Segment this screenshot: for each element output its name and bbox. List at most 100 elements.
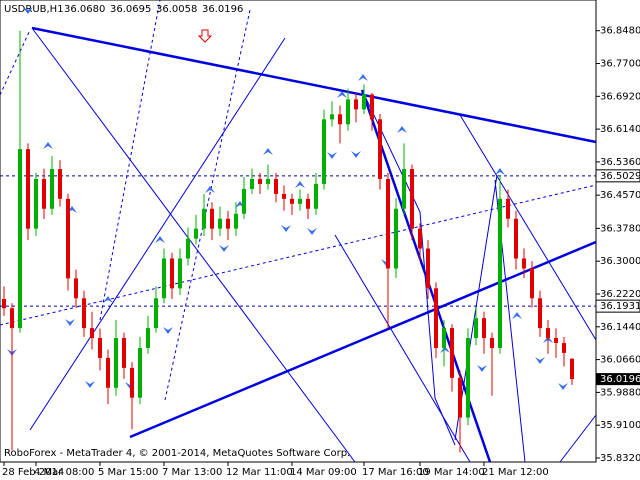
trend-line [129,240,597,439]
header-symbol: USDRUB,H1 [4,4,64,15]
candle-body [514,218,518,259]
footer: RoboForex - MetaTrader 4, © 2001-2014, M… [4,448,350,459]
current-price-tag [596,373,640,386]
y-tick-label: 36.6140 [600,124,640,135]
candle-body [42,178,46,209]
signal-marker [295,181,305,188]
x-tick-label: 12 Mar 11:00 [226,467,293,478]
candle-body [234,213,238,229]
candle-body [506,198,510,219]
candle-body [450,328,454,378]
current-price-label: 36.0196 [600,374,640,385]
candle-body [498,198,502,348]
trend-line [459,114,597,341]
candle-body [242,188,246,214]
candle-body [554,338,558,344]
signal-marker [103,296,113,303]
x-tick-label: 14 Mar 09:00 [290,467,357,478]
candle-body [146,328,150,348]
candle-body [354,99,358,110]
candle-body [258,178,262,184]
header-high: 36.0695 [110,4,151,15]
x-tick-label: 4 Mar 08:00 [34,467,94,478]
trend-line [164,9,251,401]
y-tick-label: 36.5360 [600,157,640,168]
candle-body [74,278,78,299]
candle-body [122,338,126,368]
candle-body [130,367,134,398]
candle-body [538,298,542,329]
signal-marker [440,346,450,353]
signal-marker [65,319,75,326]
candles [2,30,574,453]
candle-body [266,178,270,184]
level-tag-label: 36.5029 [600,171,640,182]
candle-body [474,318,478,339]
candle-body [282,193,286,199]
candle-body [210,208,214,229]
y-tick-label: 35.8320 [600,453,640,464]
candle-body [426,248,430,289]
header-open: 36.0680 [64,4,105,15]
signal-marker [43,142,53,149]
y-tick-label: 36.2220 [600,289,640,300]
y-tick-label: 35.9100 [600,420,640,431]
signal-marker [337,91,347,98]
trend-line [334,234,471,463]
candle-body [226,218,230,229]
signal-marker [155,236,165,243]
signal-marker [263,148,273,155]
candle-body [378,119,382,179]
candle-body [466,338,470,418]
candle-body [154,298,158,329]
signal-marker [163,327,173,334]
trend-line [559,414,597,463]
x-tick-label: 28 Feb 2014 [2,467,64,478]
candle-body [98,338,102,358]
candle-body [274,178,278,194]
trend-line [0,184,597,326]
level-tag [595,169,640,183]
signal-marker [351,151,361,158]
y-tick-label: 35.9880 [600,387,640,398]
candle-body [82,298,86,329]
y-tick-label: 36.7700 [600,59,640,70]
signal-marker [85,381,95,388]
y-tick-label: 36.0660 [600,355,640,366]
y-tick-label: 36.6920 [600,91,640,102]
signal-marker [23,7,33,14]
candle-body [34,178,38,229]
signal-marker [535,357,545,364]
signal-marker [512,312,522,319]
signal-marker [358,74,368,81]
header-low: 36.0058 [156,4,197,15]
candle-body [442,328,446,348]
trend-lines [0,0,597,463]
signal-marker [327,152,337,159]
trend-line [31,26,597,144]
candle-body [90,328,94,339]
y-tick-label: 36.4570 [600,190,640,201]
candle-body [106,357,110,388]
plot-frame [0,0,597,463]
x-tick-label: 5 Mar 15:00 [98,467,158,478]
signal-marker [219,245,229,252]
candle-body [386,178,390,269]
signal-marker [205,186,215,193]
candle-body [18,149,22,329]
trend-line [31,27,356,463]
candle-body [314,183,318,209]
level-tag [595,299,640,313]
candle-body [418,228,422,249]
candle-body [306,198,310,209]
signal-marker [281,225,291,232]
candle-body [114,338,118,388]
trend-line [29,37,286,431]
candle-body [394,208,398,269]
candle-body [162,258,166,299]
candle-body [402,169,406,209]
y-tick-label: 36.3000 [600,256,640,267]
candle-body [330,114,334,120]
candle-body [370,94,374,120]
candle-body [346,99,350,125]
